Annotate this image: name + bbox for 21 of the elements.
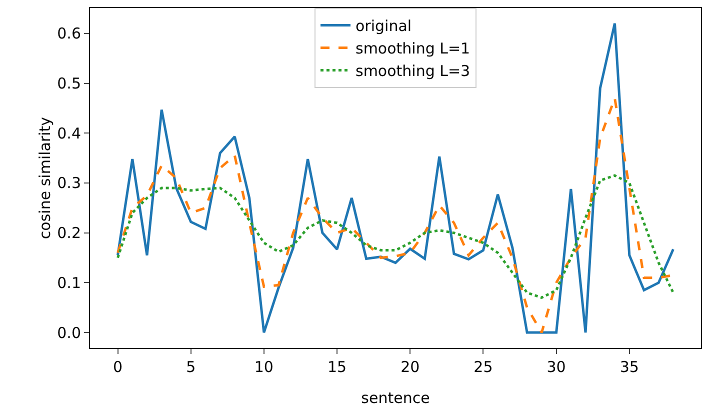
y-tick-label: 0.0 [57,324,81,342]
y-axis-title: cosine similarity [36,116,54,240]
x-tick-label: 35 [620,358,639,376]
legend-label: original [356,17,412,36]
x-tick-label: 30 [546,358,566,376]
y-tick-label: 0.1 [57,274,81,292]
x-tick-label: 25 [474,358,493,376]
legend-label: smoothing L=3 [356,62,470,80]
x-tick-label: 15 [327,358,347,376]
x-tick-label: 20 [400,358,420,376]
line-series [116,174,674,299]
legend-label: smoothing L=1 [356,40,470,58]
x-tick-label: 5 [186,358,196,376]
y-tick-label: 0.4 [57,124,81,142]
x-axis-title: sentence [361,389,430,407]
y-tick-label: 0.3 [57,174,81,192]
y-tick-label: 0.6 [57,24,81,43]
x-tick-label: 0 [112,358,123,376]
y-tick-label: 0.2 [57,224,81,242]
x-tick-label: 10 [254,358,274,376]
y-tick-label: 0.5 [57,74,81,93]
